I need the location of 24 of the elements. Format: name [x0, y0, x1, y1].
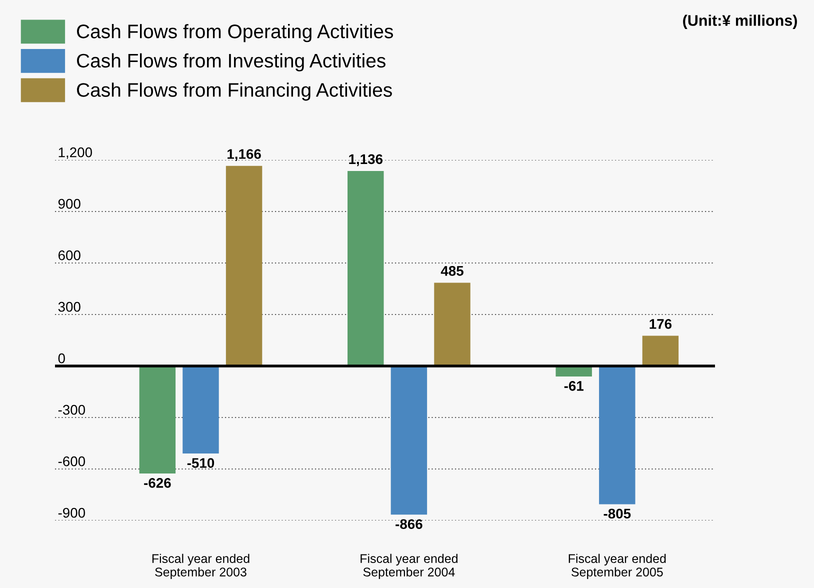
- y-tick-label: 0: [58, 353, 65, 364]
- legend-label: Cash Flows from Operating Activities: [77, 24, 394, 42]
- data-label: -805: [604, 508, 631, 519]
- y-tick-label: 600: [58, 250, 80, 260]
- data-label: 1,166: [228, 149, 261, 161]
- y-tick-label: -900: [58, 508, 86, 518]
- x-tick-label: Fiscal year ended September 2005: [568, 554, 666, 579]
- data-label: -510: [187, 458, 214, 468]
- x-tick-label: Fiscal year ended September 2003: [152, 554, 250, 579]
- data-label: 176: [650, 319, 672, 329]
- y-tick-label: -300: [58, 404, 86, 415]
- y-tick-label: 1,200: [58, 147, 92, 159]
- y-tick-label: -600: [58, 456, 86, 466]
- data-label: -626: [144, 478, 171, 488]
- x-tick-label: Fiscal year ended September 2004: [360, 554, 458, 579]
- legend-label: Cash Flows from Financing Activities: [77, 82, 392, 101]
- legend-label: Cash Flows from Investing Activities: [77, 53, 386, 72]
- data-label: 1,136: [349, 154, 383, 166]
- data-label: -61: [564, 381, 584, 391]
- y-tick-label: 900: [58, 198, 80, 209]
- text: (Unit:¥ millions): [683, 14, 797, 29]
- data-label: 485: [440, 266, 464, 276]
- y-tick-label: 300: [58, 302, 80, 312]
- data-label: -866: [396, 519, 422, 530]
